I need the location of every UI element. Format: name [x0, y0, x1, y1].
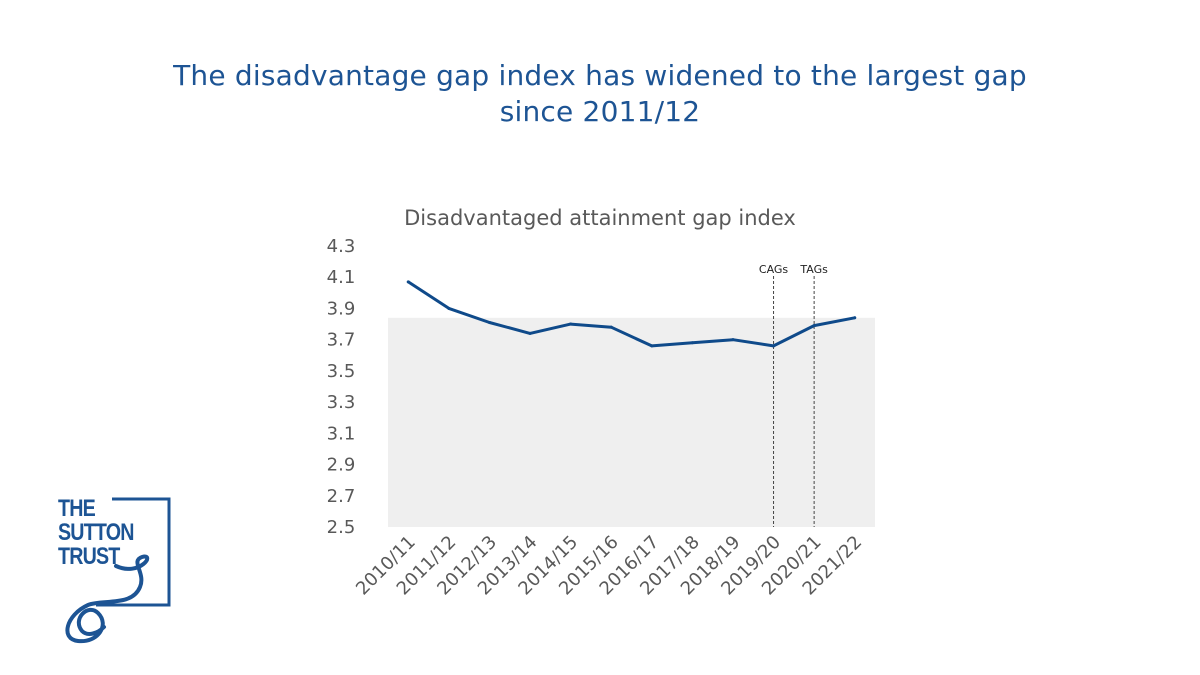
- logo-line-3: TRUST: [58, 543, 120, 570]
- data-point: [447, 306, 451, 310]
- chart-title: Disadvantaged attainment gap index: [404, 206, 796, 230]
- headline: The disadvantage gap index has widened t…: [100, 58, 1100, 130]
- headline-line-1: The disadvantage gap index has widened t…: [173, 59, 1027, 92]
- y-tick-label: 4.3: [327, 236, 356, 257]
- data-point: [853, 316, 857, 320]
- annotation-label: CAGs: [759, 263, 789, 276]
- logo-line-1: THE: [58, 495, 96, 522]
- y-tick-label: 3.1: [327, 423, 356, 444]
- y-tick-label: 3.5: [327, 361, 356, 382]
- y-tick-label: 2.9: [327, 455, 356, 476]
- y-tick-label: 3.3: [327, 392, 356, 413]
- data-point: [569, 322, 573, 326]
- annotation-layer: CAGs TAGs: [759, 263, 828, 527]
- data-point: [812, 324, 816, 328]
- data-point: [772, 344, 776, 348]
- series-line: [406, 280, 857, 348]
- y-tick-label: 4.1: [327, 267, 356, 288]
- y-tick-label: 3.7: [327, 330, 356, 351]
- data-point: [406, 280, 410, 284]
- y-axis: 4.3 4.1 3.9 3.7 3.5 3.3 3.1 2.9 2.7 2.5: [327, 236, 356, 538]
- headline-line-2: since 2011/12: [499, 95, 701, 128]
- data-point: [690, 341, 694, 345]
- x-axis: 2010/112011/122012/132013/142014/152015/…: [352, 532, 866, 600]
- annotation-label: TAGs: [799, 263, 828, 276]
- series-layer: [406, 280, 857, 348]
- data-point: [731, 338, 735, 342]
- data-point: [487, 320, 491, 324]
- logo-text: THE SUTTON TRUST: [58, 497, 134, 569]
- data-point: [650, 344, 654, 348]
- logo-line-2: SUTTON: [58, 519, 134, 546]
- data-point: [609, 325, 613, 329]
- sutton-trust-logo: THE SUTTON TRUST: [58, 495, 173, 645]
- band-layer: [388, 317, 875, 527]
- y-tick-label: 2.7: [327, 486, 356, 507]
- y-tick-label: 3.9: [327, 298, 356, 319]
- shaded-band: [388, 317, 875, 527]
- y-tick-label: 2.5: [327, 517, 356, 538]
- data-point: [528, 331, 532, 335]
- logo-mark: [65, 497, 171, 644]
